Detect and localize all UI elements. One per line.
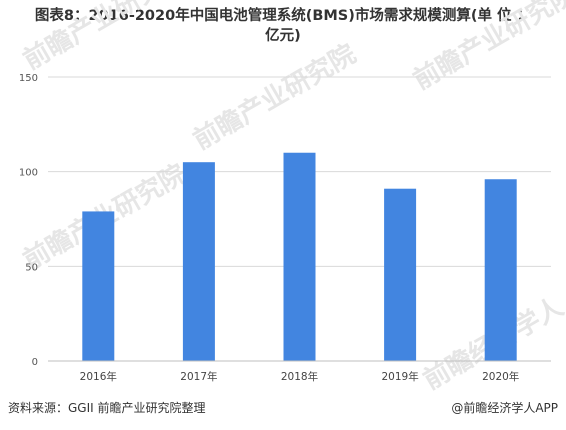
bars <box>82 152 517 361</box>
chart-title-line-1: 图表8：2016-2020年中国电池管理系统(BMS)市场需求规模测算(单 位 … <box>34 8 532 24</box>
bar <box>484 179 517 361</box>
x-tick-label: 2019年 <box>381 370 418 383</box>
y-tick-label: 150 <box>19 73 38 84</box>
bar <box>283 152 316 361</box>
x-tick-label: 2016年 <box>80 370 117 383</box>
x-tick-label: 2020年 <box>482 370 519 383</box>
chart-title: 图表8：2016-2020年中国电池管理系统(BMS)市场需求规模测算(单 位 … <box>0 6 566 46</box>
y-tick-label: 50 <box>25 262 38 273</box>
chart-title-line-2: 亿元) <box>265 28 301 44</box>
bar <box>82 211 115 361</box>
brand-credit: @前瞻经济学人APP <box>451 401 558 415</box>
axes: 0 50 100 150 2016年 2017年 2018年 2019年 2020年 <box>19 73 551 383</box>
bar <box>182 162 215 361</box>
watermark-text: 前瞻产业研究院 <box>18 0 191 76</box>
y-tick-label: 100 <box>19 168 38 179</box>
source-note: 资料来源：GGII 前瞻产业研究院整理 <box>8 401 206 415</box>
bar <box>384 188 417 361</box>
watermark-text: 前瞻产业研究院 <box>188 38 361 156</box>
x-tick-label: 2018年 <box>281 370 318 383</box>
x-tick-label: 2017年 <box>180 370 217 383</box>
y-tick-label: 0 <box>32 357 38 368</box>
watermark-text: 前瞻产业研究院 <box>408 0 566 96</box>
